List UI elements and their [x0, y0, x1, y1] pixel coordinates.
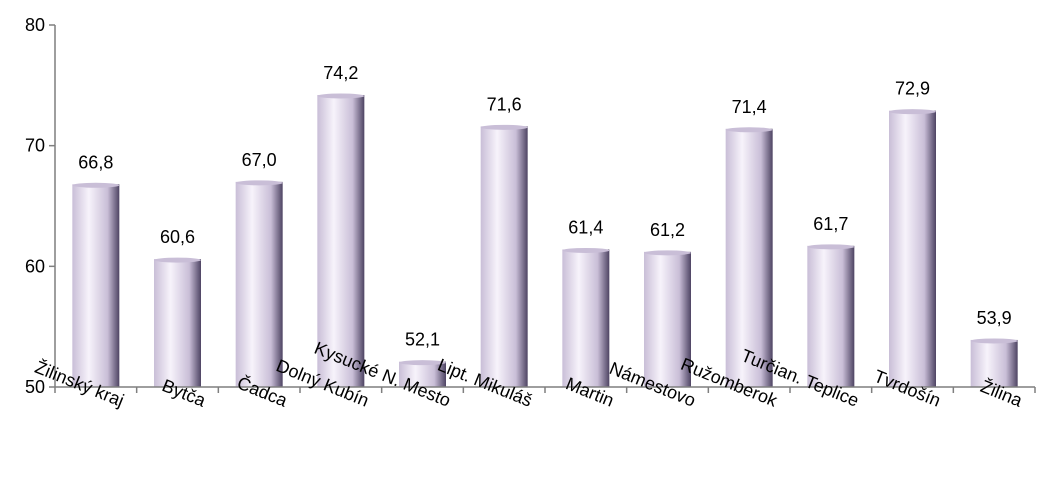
- data-label: 71,4: [732, 97, 767, 117]
- bars: 66,8 60,6 67,0 74,2 52,1 71,6 61,4 61,2 71,4 61,7…: [72, 63, 1018, 388]
- bar-group: 71,6: [480, 94, 528, 388]
- bar: [154, 259, 201, 387]
- bar-cap: [72, 182, 120, 188]
- data-label: 52,1: [405, 330, 440, 350]
- y-tick-label: 60: [25, 256, 45, 276]
- bar: [317, 94, 365, 387]
- bar: [644, 251, 691, 387]
- data-label: 66,8: [78, 152, 113, 172]
- bar: [725, 128, 773, 388]
- y-tick-label: 50: [25, 377, 45, 397]
- bar-cap: [970, 338, 1018, 344]
- data-label: 53,9: [977, 308, 1012, 328]
- bar-group: 61,7: [807, 214, 855, 387]
- bar-group: 72,9: [889, 79, 936, 387]
- data-label: 60,6: [160, 227, 195, 247]
- bar: [399, 361, 446, 387]
- bar-cap: [317, 93, 365, 99]
- data-label: 71,6: [487, 94, 522, 114]
- bar-group: 61,4: [562, 217, 610, 387]
- bar: [889, 110, 936, 387]
- data-label: 61,4: [568, 217, 603, 237]
- data-label: 61,7: [813, 214, 848, 234]
- data-label: 61,2: [650, 220, 685, 240]
- bar-group: 60,6: [154, 227, 201, 387]
- bar-cap: [480, 124, 528, 130]
- bar-cap: [725, 127, 773, 133]
- bar-group: 61,2: [644, 220, 691, 387]
- data-label: 72,9: [895, 79, 930, 99]
- bar-cap: [154, 257, 201, 263]
- bar-cap: [235, 180, 283, 186]
- bar-group: 67,0: [235, 150, 283, 387]
- bar-group: 53,9: [970, 308, 1018, 387]
- bar: [562, 249, 610, 387]
- y-axis: 50 60 70 80: [25, 15, 56, 397]
- bar: [72, 184, 120, 387]
- bar-group: 74,2: [317, 63, 365, 387]
- bar-group: 52,1: [399, 330, 446, 387]
- bar-group: 71,4: [725, 97, 773, 388]
- data-label: 67,0: [242, 150, 277, 170]
- bar-cap: [807, 244, 855, 250]
- bar-cap: [399, 360, 446, 366]
- bar-cap: [644, 250, 691, 256]
- bar: [970, 339, 1018, 387]
- bar: [480, 126, 528, 388]
- bar-group: 66,8: [72, 152, 120, 387]
- bar: [807, 245, 855, 387]
- bar: [235, 181, 283, 387]
- y-tick-label: 80: [25, 15, 45, 35]
- data-label: 74,2: [323, 63, 358, 83]
- y-tick-label: 70: [25, 136, 45, 156]
- bar-cap: [562, 247, 610, 253]
- bar-cap: [889, 109, 936, 115]
